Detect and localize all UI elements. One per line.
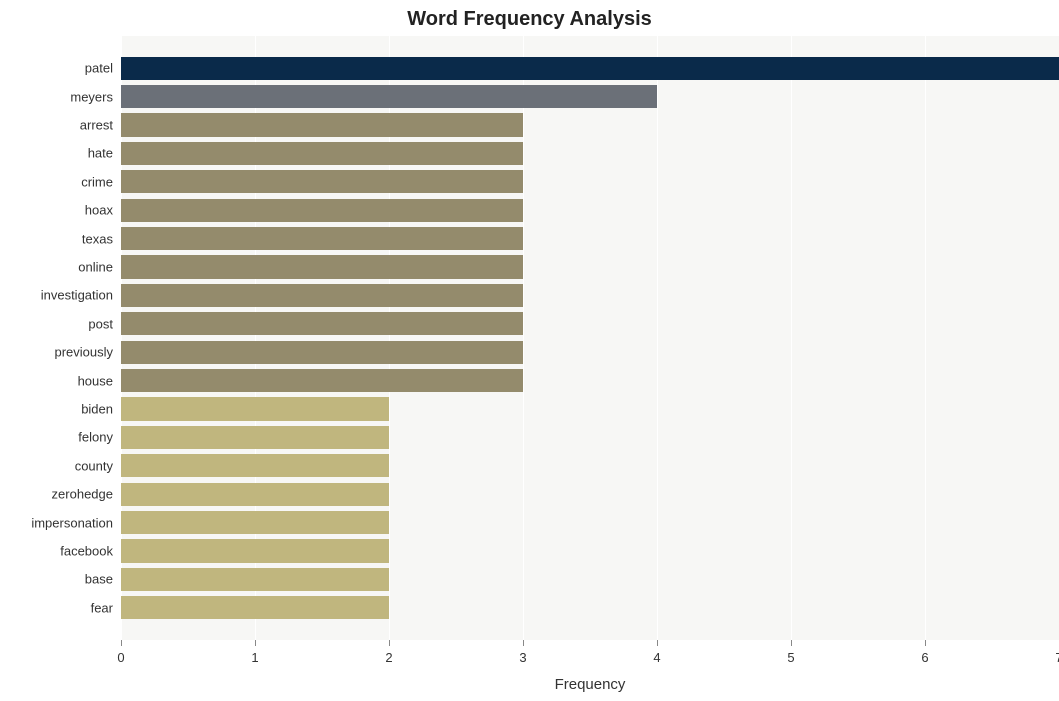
bar-row: hate <box>121 142 1059 165</box>
bar <box>121 170 523 193</box>
y-tick-label: impersonation <box>31 515 121 530</box>
y-tick-label: previously <box>54 345 121 360</box>
bar <box>121 57 1059 80</box>
bar <box>121 397 389 420</box>
bar <box>121 483 389 506</box>
bar <box>121 568 389 591</box>
y-tick-label: hoax <box>85 203 121 218</box>
bar-row: facebook <box>121 539 1059 562</box>
plot-area: Frequency 01234567patelmeyersarresthatec… <box>121 36 1059 640</box>
y-tick-label: house <box>78 373 121 388</box>
y-tick-label: zerohedge <box>52 487 121 502</box>
bar-row: zerohedge <box>121 483 1059 506</box>
x-tick-label: 2 <box>385 640 392 665</box>
bar <box>121 255 523 278</box>
y-tick-label: facebook <box>60 543 121 558</box>
bar-row: felony <box>121 426 1059 449</box>
bar <box>121 341 523 364</box>
bar <box>121 113 523 136</box>
bar-row: biden <box>121 397 1059 420</box>
x-tick-label: 5 <box>787 640 794 665</box>
y-tick-label: felony <box>78 430 121 445</box>
y-tick-label: investigation <box>41 288 121 303</box>
bar <box>121 199 523 222</box>
y-tick-label: biden <box>81 401 121 416</box>
bar-row: hoax <box>121 199 1059 222</box>
bar-row: county <box>121 454 1059 477</box>
bar <box>121 426 389 449</box>
bar-row: impersonation <box>121 511 1059 534</box>
y-tick-label: meyers <box>70 89 121 104</box>
x-tick-label: 3 <box>519 640 526 665</box>
bar-row: arrest <box>121 113 1059 136</box>
bar-row: texas <box>121 227 1059 250</box>
y-tick-label: texas <box>82 231 121 246</box>
y-tick-label: arrest <box>80 117 121 132</box>
chart-container: Word Frequency Analysis Frequency 0 1 2 3 4 5… <box>0 0 1059 701</box>
bar <box>121 454 389 477</box>
bar <box>121 511 389 534</box>
chart-title: Word Frequency Analysis <box>0 8 1059 31</box>
x-tick-label: 6 <box>921 640 928 665</box>
y-tick-label: post <box>88 316 121 331</box>
y-tick-label: fear <box>91 600 121 615</box>
bar-row: meyers <box>121 85 1059 108</box>
x-tick-label: 7 <box>1055 640 1059 665</box>
bar-row: previously <box>121 341 1059 364</box>
bar-row: crime <box>121 170 1059 193</box>
bar-row: house <box>121 369 1059 392</box>
y-tick-label: crime <box>81 174 121 189</box>
x-tick-label: 4 <box>653 640 660 665</box>
bar <box>121 284 523 307</box>
y-tick-label: online <box>78 259 121 274</box>
y-tick-label: county <box>75 458 121 473</box>
x-axis-label: Frequency <box>121 676 1059 693</box>
bar-row: patel <box>121 57 1059 80</box>
bar <box>121 85 657 108</box>
bar <box>121 539 389 562</box>
bar <box>121 596 389 619</box>
bar-row: base <box>121 568 1059 591</box>
x-tick-label: 1 <box>251 640 258 665</box>
bar-row: post <box>121 312 1059 335</box>
bar <box>121 369 523 392</box>
y-tick-label: patel <box>85 61 121 76</box>
bar <box>121 142 523 165</box>
y-tick-label: base <box>85 572 121 587</box>
bar-row: investigation <box>121 284 1059 307</box>
bar <box>121 312 523 335</box>
bar-row: fear <box>121 596 1059 619</box>
x-tick-label: 0 <box>117 640 124 665</box>
bar <box>121 227 523 250</box>
bar-row: online <box>121 255 1059 278</box>
y-tick-label: hate <box>88 146 121 161</box>
